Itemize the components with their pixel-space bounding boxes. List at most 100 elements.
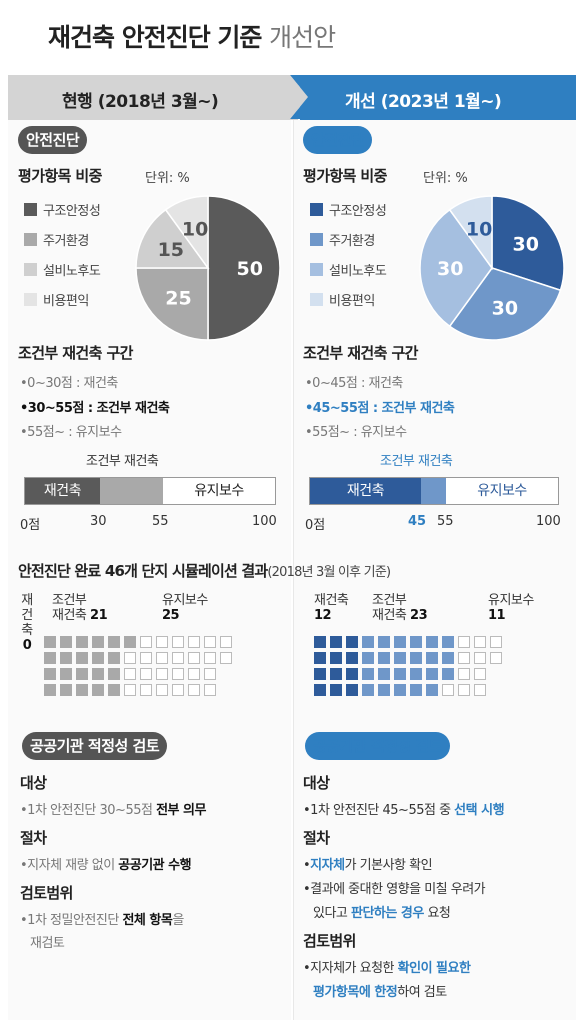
left-tag: 안전진단 <box>18 126 88 154</box>
title-main: 재건축 안전진단 기준 <box>48 23 262 52</box>
tick-label: 100 <box>252 514 277 529</box>
left-unit: 단위: % <box>145 171 190 186</box>
right-zone-title: 조건부 재건축 구간 <box>303 344 418 362</box>
bar-segment-maintain <box>163 478 275 504</box>
left-scope-title: 검토범위 <box>20 884 73 902</box>
grid-cell <box>330 668 342 680</box>
right-scope2-c: 하여 검토 <box>397 985 447 1000</box>
legend-swatch <box>310 233 323 246</box>
grid-cell <box>76 668 88 680</box>
pie-slice-구조안정성 <box>491 195 565 292</box>
grid-cell <box>378 652 390 664</box>
pie-value-label: 10 <box>466 218 492 240</box>
right-sim-conditional: 조건부 재건축 23 <box>372 593 428 623</box>
bar-label-rebuild: 재건축 <box>43 483 82 499</box>
left-zone-bar: 재건축 유지보수 <box>24 477 276 505</box>
grid-cell <box>474 636 486 648</box>
grid-cell <box>442 636 454 648</box>
grid-cell <box>330 652 342 664</box>
grid-cell <box>442 668 454 680</box>
right-proc1-b: 지자체 <box>310 858 345 873</box>
pie-value-label: 30 <box>513 233 539 255</box>
grid-cell <box>314 652 326 664</box>
tick-label: 30 <box>90 514 107 529</box>
left-zone-title: 조건부 재건축 구간 <box>18 344 133 362</box>
grid-cell <box>346 668 358 680</box>
grid-cell <box>44 668 56 680</box>
grid-cell <box>108 652 120 664</box>
grid-cell <box>204 652 216 664</box>
left-target-title: 대상 <box>20 774 47 792</box>
grid-cell <box>378 668 390 680</box>
sim-title-note: (2018년 3월 이후 기준) <box>267 565 391 580</box>
legend-swatch <box>24 263 37 276</box>
left-zone-1: •30~55점 : 조건부 재건축 <box>20 401 170 416</box>
left-header-text: 현행 (2018년 3월~) <box>62 92 219 112</box>
grid-cell <box>60 636 72 648</box>
grid-cell <box>188 668 200 680</box>
grid-cell <box>442 684 454 696</box>
grid-cell <box>204 668 216 680</box>
grid-cell <box>314 684 326 696</box>
right-sim-rebuild-count: 12 <box>314 608 332 623</box>
grid-cell <box>108 668 120 680</box>
right-sim-maintain-count: 11 <box>488 608 506 623</box>
grid-cell <box>490 636 502 648</box>
right-sim-maintain: 유지보수 11 <box>488 593 534 623</box>
right-sim-grid <box>314 636 502 696</box>
right-header-bar <box>300 75 576 120</box>
right-sim-maintain-label: 유지보수 <box>488 593 534 608</box>
grid-cell <box>108 636 120 648</box>
grid-cell <box>44 652 56 664</box>
right-target-a: •1차 안전진단 45~55점 중 <box>303 803 455 818</box>
grid-cell <box>458 668 470 680</box>
tick-label: 100 <box>536 514 561 529</box>
pie-slice-비용편익 <box>164 195 209 271</box>
grid-cell <box>44 684 56 696</box>
right-zone-2: •55점~ : 유지보수 <box>305 425 407 440</box>
left-scope-text: •1차 정밀안전진단 전체 항목을 <box>20 909 184 928</box>
right-proc2-b: 있다고 <box>313 906 352 921</box>
grid-cell <box>410 636 422 648</box>
legend-swatch <box>24 233 37 246</box>
left-sim-maintain-count: 25 <box>162 608 180 623</box>
grid-cell <box>156 684 168 696</box>
legend-label: 설비노후도 <box>43 264 101 279</box>
left-proc-title: 절차 <box>20 829 47 847</box>
left-scope-a: •1차 정밀안전진단 <box>20 913 123 928</box>
right-proc-title: 절차 <box>303 829 330 847</box>
header-arrow <box>290 75 308 119</box>
grid-cell <box>346 636 358 648</box>
pie-slice-주거환경 <box>448 267 562 341</box>
right-proc2-text: •결과에 중대한 영향을 미칠 우려가 <box>303 882 486 897</box>
left-proc-text: •지자체 재량 없이 공공기관 수행 <box>20 854 192 873</box>
legend-swatch <box>24 293 37 306</box>
grid-cell <box>204 684 216 696</box>
grid-cell <box>394 636 406 648</box>
legend-label: 비용편익 <box>329 294 375 309</box>
left-target-b: 전부 의무 <box>156 803 206 818</box>
right-header-text: 개선 (2023년 1월~) <box>345 92 502 112</box>
grid-cell <box>362 652 374 664</box>
tick-label: 0점 <box>20 518 41 533</box>
right-target-title: 대상 <box>303 774 330 792</box>
legend-label: 설비노후도 <box>329 264 387 279</box>
right-sim-cond-label2: 재건축 <box>372 608 407 623</box>
legend-label: 구조안정성 <box>43 204 101 219</box>
grid-cell <box>378 636 390 648</box>
left-zone-0: •0~30점 : 재건축 <box>20 376 118 391</box>
grid-cell <box>346 684 358 696</box>
page-title: 재건축 안전진단 기준 개선안 <box>48 18 336 54</box>
bar-segment-conditional <box>100 478 163 504</box>
right-bar-top-label: 조건부 재건축 <box>380 454 453 469</box>
bar-segment-maintain <box>446 478 558 504</box>
grid-cell <box>172 636 184 648</box>
right-sim-cond-count: 23 <box>410 608 428 623</box>
grid-cell <box>204 636 216 648</box>
legend-swatch <box>310 263 323 276</box>
grid-cell <box>172 684 184 696</box>
left-sim-maintain: 유지보수 25 <box>162 593 208 623</box>
